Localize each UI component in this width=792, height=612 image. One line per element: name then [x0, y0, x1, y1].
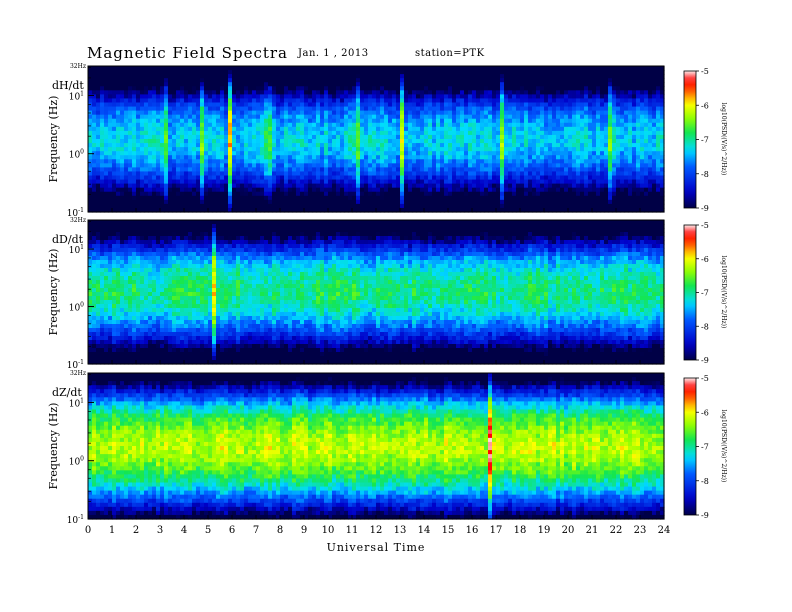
- colorbar-tick-label-3-1: -6: [701, 408, 709, 417]
- colorbar-tick-label-1-3: -8: [701, 170, 709, 179]
- x-tick-label-9: 9: [301, 525, 307, 536]
- y-axis-label-1: Frequency (Hz): [47, 96, 60, 183]
- x-tick-label-1: 1: [109, 525, 115, 536]
- x-tick-label-5: 5: [205, 525, 211, 536]
- y-axis-label-2: Frequency (Hz): [47, 249, 60, 336]
- colorbar-3: [684, 378, 696, 515]
- colorbar-tick-label-2-3: -8: [701, 322, 709, 331]
- y-top-label-1: 32Hz: [70, 63, 86, 70]
- x-tick-label-4: 4: [181, 525, 187, 536]
- y-top-label-2: 32Hz: [70, 217, 86, 224]
- spectrogram-panel-3: [88, 373, 665, 520]
- x-tick-label-12: 12: [370, 525, 383, 536]
- x-tick-label-11: 11: [346, 525, 359, 536]
- x-tick-label-6: 6: [229, 525, 235, 536]
- panel-label-2: dD/dt: [52, 233, 84, 246]
- colorbar-label-3: log10(PSD((V/s)^2/Hz)): [720, 410, 727, 483]
- colorbar-tick-label-3-2: -7: [701, 443, 709, 452]
- x-tick-label-8: 8: [277, 525, 283, 536]
- x-tick-label-2: 2: [133, 525, 139, 536]
- colorbar-tick-label-3-0: -5: [701, 374, 709, 383]
- colorbar-tick-label-1-2: -7: [701, 136, 709, 145]
- y-tick-label-1-0: 101: [69, 90, 84, 102]
- colorbar-tick-label-2-2: -7: [701, 289, 709, 298]
- x-tick-label-18: 18: [514, 525, 527, 536]
- colorbar-2: [684, 225, 696, 360]
- colorbar-tick-label-2-0: -5: [701, 221, 709, 230]
- x-axis-label: Universal Time: [327, 541, 426, 554]
- colorbar-tick-label-2-1: -6: [701, 255, 709, 264]
- y-tick-label-2-0: 101: [69, 244, 84, 256]
- spectrogram-panel-2: [88, 220, 665, 365]
- y-top-label-3: 32Hz: [70, 370, 86, 377]
- colorbar-tick-label-1-1: -6: [701, 101, 709, 110]
- y-tick-label-3-0: 101: [69, 397, 84, 409]
- colorbar-label-1: log10(PSD((V/s)^2/Hz)): [720, 103, 727, 176]
- x-tick-label-14: 14: [418, 525, 431, 536]
- y-tick-label-3-1: 100: [69, 456, 84, 468]
- x-tick-label-10: 10: [322, 525, 335, 536]
- x-tick-label-23: 23: [634, 525, 647, 536]
- y-tick-label-1-1: 100: [69, 149, 84, 161]
- panel-label-3: dZ/dt: [52, 386, 82, 399]
- colorbar-1: [684, 71, 696, 208]
- x-tick-label-15: 15: [442, 525, 455, 536]
- x-tick-label-21: 21: [586, 525, 599, 536]
- colorbar-label-2: log10(PSD((V/s)^2/Hz)): [720, 256, 727, 329]
- x-tick-label-7: 7: [253, 525, 259, 536]
- spectrogram-panel-1: [88, 66, 665, 213]
- x-tick-label-24: 24: [658, 525, 671, 536]
- colorbar-tick-label-3-4: -9: [701, 511, 709, 520]
- x-tick-label-13: 13: [394, 525, 407, 536]
- x-tick-label-16: 16: [466, 525, 479, 536]
- y-tick-label-3-2: 10-1: [67, 514, 84, 526]
- colorbar-tick-label-3-3: -8: [701, 477, 709, 486]
- x-tick-label-19: 19: [538, 525, 551, 536]
- colorbar-tick-label-1-4: -9: [701, 204, 709, 213]
- x-tick-label-0: 0: [85, 525, 91, 536]
- x-tick-label-22: 22: [610, 525, 623, 536]
- y-axis-label-3: Frequency (Hz): [47, 403, 60, 490]
- colorbar-tick-label-2-4: -9: [701, 356, 709, 365]
- colorbar-tick-label-1-0: -5: [701, 67, 709, 76]
- x-tick-label-17: 17: [490, 525, 503, 536]
- x-tick-label-3: 3: [157, 525, 163, 536]
- y-tick-label-2-1: 100: [69, 302, 84, 314]
- x-tick-label-20: 20: [562, 525, 575, 536]
